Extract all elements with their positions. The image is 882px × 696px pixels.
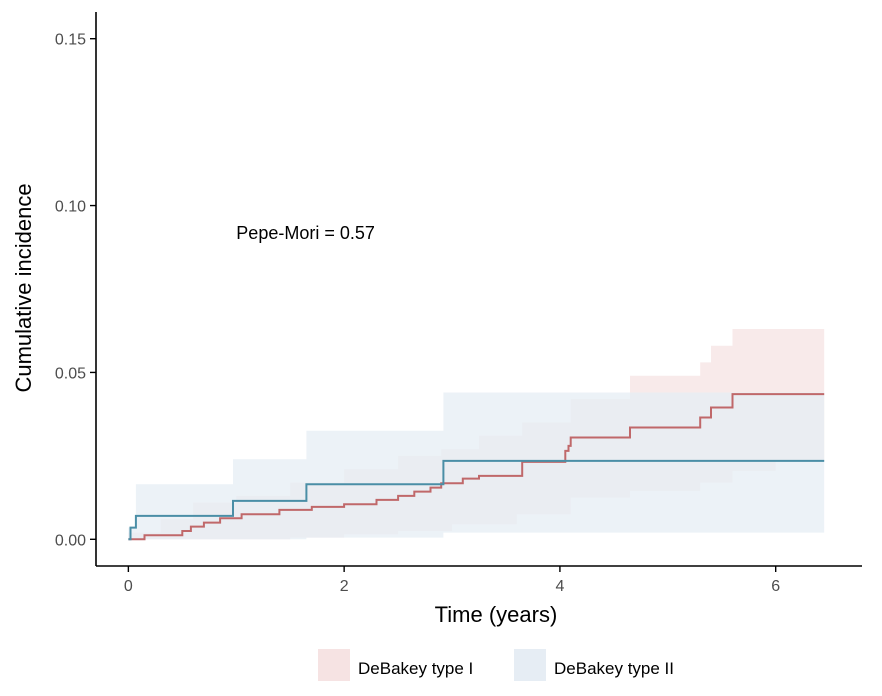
axes bbox=[95, 12, 862, 567]
y-axis-title: Cumulative incidence bbox=[11, 183, 36, 392]
x-tick-label: 0 bbox=[124, 578, 133, 595]
x-axis-ticks: 0 2 4 6 bbox=[124, 566, 780, 595]
y-tick-label: 0.05 bbox=[55, 365, 86, 382]
legend-label-2: DeBakey type II bbox=[554, 659, 674, 678]
y-tick-label: 0.00 bbox=[55, 532, 86, 549]
y-axis-ticks: 0.00 0.05 0.10 0.15 bbox=[55, 32, 96, 549]
legend-swatch-2 bbox=[514, 649, 546, 681]
legend: DeBakey type I DeBakey type II bbox=[318, 649, 674, 681]
legend-swatch-1 bbox=[318, 649, 350, 681]
series-2-ci-ribbon bbox=[128, 392, 825, 540]
legend-label-1: DeBakey type I bbox=[358, 659, 473, 678]
pepe-mori-annotation: Pepe-Mori = 0.57 bbox=[236, 223, 375, 243]
x-tick-label: 2 bbox=[340, 578, 349, 595]
x-axis-title: Time (years) bbox=[435, 602, 558, 627]
confidence-ribbons bbox=[128, 329, 825, 540]
series-1-step-line bbox=[128, 393, 825, 541]
x-tick-label: 6 bbox=[771, 578, 780, 595]
x-tick-label: 4 bbox=[555, 578, 564, 595]
y-tick-label: 0.10 bbox=[55, 199, 86, 216]
series-lines bbox=[128, 393, 825, 541]
y-tick-label: 0.15 bbox=[55, 32, 86, 49]
series-2-step-line bbox=[128, 459, 825, 541]
